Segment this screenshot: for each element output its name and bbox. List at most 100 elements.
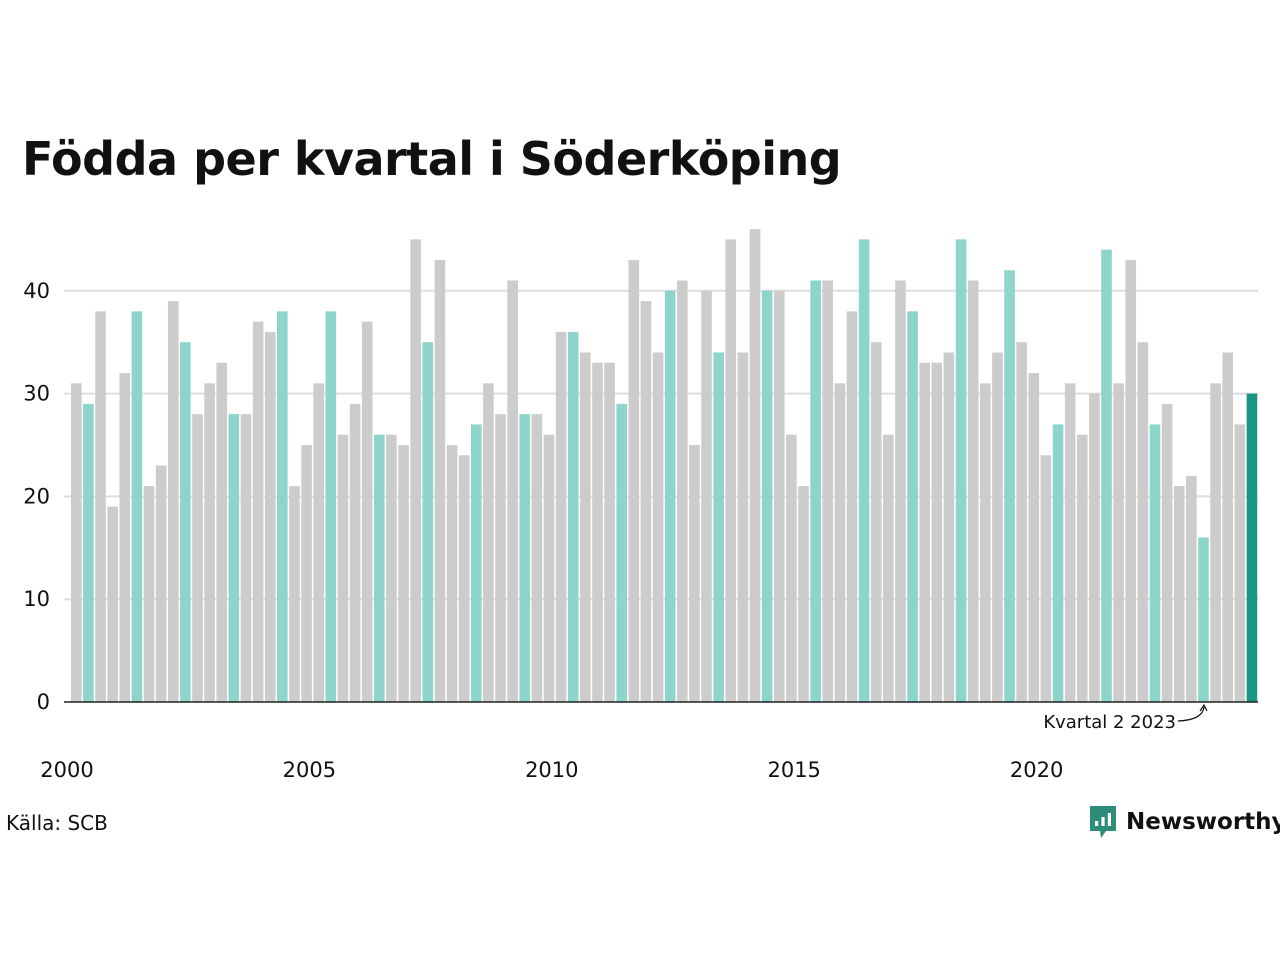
bar [737,352,749,702]
bar [798,486,809,702]
bar [640,301,652,702]
y-tick-label: 30 [23,382,50,406]
bar [555,331,567,702]
x-tick-label: 2005 [283,758,336,782]
y-tick-label: 20 [23,484,50,508]
bar [773,290,785,702]
brand-logo[interactable]: Newsworthy [1088,803,1280,841]
bar [895,280,906,702]
bar [604,362,615,702]
bar [1113,383,1124,702]
bar [1089,393,1100,702]
bar [834,383,846,702]
bar [204,383,215,702]
brand-name: Newsworthy [1126,809,1280,835]
bar [1004,270,1015,702]
bar [1016,342,1027,702]
bar [155,465,167,702]
bar [446,445,458,702]
bar [822,280,834,702]
bar [616,403,627,702]
bar [313,383,324,702]
bar [580,352,591,702]
bar [1210,383,1221,702]
bar [1246,393,1258,702]
x-tick-label: 2000 [40,758,93,782]
bar [919,362,930,702]
bar [228,414,240,702]
bar [1052,424,1064,702]
bar [749,229,761,702]
bar [264,331,276,702]
bar [252,321,264,702]
y-tick-label: 10 [23,587,50,611]
bar [1125,259,1137,702]
bar [846,311,858,702]
bar [83,403,94,702]
chart-title: Födda per kvartal i Söderköping [22,132,842,186]
bar [325,311,337,702]
bar [289,486,300,702]
bars [71,229,1258,702]
bar [301,445,312,702]
bar [1076,434,1088,702]
x-tick-label: 2010 [525,758,578,782]
bar [786,434,797,702]
bar [567,331,579,702]
bar [519,414,531,702]
bar [422,342,434,702]
bar [531,414,543,702]
bar [507,280,518,702]
bar [143,486,155,702]
y-tick-label: 40 [23,279,50,303]
bar [858,239,870,702]
bar [725,239,737,702]
bar [216,362,228,702]
bar [1137,342,1149,702]
bar [955,239,967,702]
bar [1149,424,1161,702]
bar [192,414,203,702]
annotation-layer: Kvartal 2 2023 [1043,703,1208,733]
bar [701,290,712,702]
bar [677,280,688,702]
bar [1064,383,1076,702]
x-tick-label: 2015 [767,758,820,782]
bar [592,362,603,702]
bar [1028,373,1040,702]
bar [1186,475,1197,702]
bar [761,290,773,702]
bar [470,424,482,702]
bar [410,239,421,702]
bar [119,373,131,702]
bar [689,445,700,702]
x-tick-label: 2020 [1010,758,1063,782]
bar [1040,455,1052,702]
bar [398,445,409,702]
annotation-arrow [1177,706,1205,722]
newsworthy-logo-icon [1090,806,1116,838]
annotation-label: Kvartal 2 2023 [1043,712,1176,733]
bar [992,352,1003,702]
bar [1101,249,1112,702]
bar [883,434,894,702]
bar [180,342,191,702]
bar [810,280,821,702]
bar [543,434,555,702]
bar [107,506,118,702]
bar [628,259,640,702]
bar [167,301,179,702]
bar [967,280,979,702]
bar [495,414,506,702]
bar [386,434,397,702]
bar [240,414,252,702]
axes: 0 10 20 30 40 2000 2005 2010 2015 2020 [23,279,1258,782]
bar [349,403,361,702]
bar [277,311,288,702]
bar [931,362,943,702]
bar [907,311,918,702]
bar [1198,537,1209,702]
bar [652,352,664,702]
bar [1173,486,1185,702]
